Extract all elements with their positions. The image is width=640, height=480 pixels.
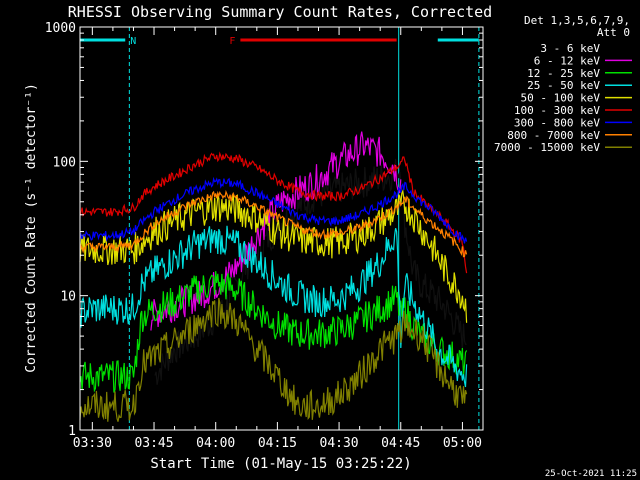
legend-label-0: 3 - 6 keV xyxy=(540,42,600,55)
footer-timestamp: 25-Oct-2021 11:25 xyxy=(545,469,637,479)
series-line-4 xyxy=(79,189,468,323)
series-line-0 xyxy=(154,158,467,385)
legend-header-0: Det 1,3,5,6,7,9, xyxy=(524,14,630,27)
chart-title: RHESSI Observing Summary Count Rates, Co… xyxy=(68,3,492,21)
series-line-8 xyxy=(79,297,468,422)
flag-label-F: F xyxy=(229,36,235,47)
legend-label-8: 7000 - 15000 keV xyxy=(494,141,600,154)
legend-label-1: 6 - 12 keV xyxy=(534,54,601,67)
x-tick-label-1: 03:45 xyxy=(134,436,173,451)
y-tick-label-2: 100 xyxy=(53,155,76,170)
x-tick-label-5: 04:45 xyxy=(381,436,420,451)
x-axis-label: Start Time (01-May-15 03:25:22) xyxy=(150,456,411,472)
plot-border xyxy=(79,26,484,431)
legend-label-2: 12 - 25 keV xyxy=(527,67,600,80)
flag-label-N: N xyxy=(130,36,136,47)
legend-label-5: 100 - 300 keV xyxy=(514,104,600,117)
legend-label-6: 300 - 800 keV xyxy=(514,116,600,129)
legend-label-4: 50 - 100 keV xyxy=(521,92,601,105)
x-tick-label-0: 03:30 xyxy=(73,436,112,451)
y-axis-label: Corrected Count Rate (s⁻¹ detector⁻¹) xyxy=(24,83,39,373)
y-tick-label-0: 1 xyxy=(68,424,76,439)
legend-label-7: 800 - 7000 keV xyxy=(507,129,600,142)
x-tick-label-4: 04:30 xyxy=(320,436,359,451)
series-line-6 xyxy=(79,176,468,244)
legend-header-1: Att 0 xyxy=(597,26,630,39)
x-tick-label-2: 04:00 xyxy=(196,436,235,451)
y-tick-label-1: 10 xyxy=(60,290,76,305)
legend-label-3: 25 - 50 keV xyxy=(527,79,600,92)
series-line-5 xyxy=(79,151,468,274)
series-line-7 xyxy=(79,189,468,258)
x-tick-label-3: 04:15 xyxy=(258,436,297,451)
x-tick-label-6: 05:00 xyxy=(443,436,482,451)
series-line-2 xyxy=(79,271,468,393)
y-tick-label-3: 1000 xyxy=(45,21,76,36)
